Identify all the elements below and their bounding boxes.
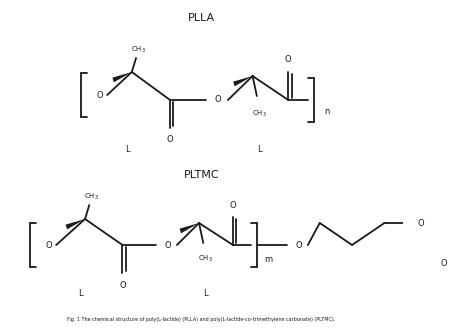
Text: O: O xyxy=(164,241,171,249)
Text: CH$_3$: CH$_3$ xyxy=(131,45,146,55)
Text: O: O xyxy=(230,201,237,210)
Polygon shape xyxy=(65,219,85,229)
Text: O: O xyxy=(45,241,52,249)
Text: O: O xyxy=(418,218,424,227)
Text: L: L xyxy=(79,288,83,298)
Text: n: n xyxy=(325,108,330,116)
Text: CH$_3$: CH$_3$ xyxy=(198,254,213,264)
Text: O: O xyxy=(295,241,302,249)
Text: O: O xyxy=(119,280,126,289)
Text: PLTMC: PLTMC xyxy=(184,170,219,180)
Text: PLLA: PLLA xyxy=(188,13,215,23)
Text: Fig. 1 The chemical structure of poly(L-lactide) (PLLA) and poly(L-lactide-co-tr: Fig. 1 The chemical structure of poly(L-… xyxy=(67,317,336,322)
Polygon shape xyxy=(112,72,132,82)
Text: O: O xyxy=(167,136,173,145)
Polygon shape xyxy=(180,223,199,233)
Text: O: O xyxy=(96,90,103,100)
Text: O: O xyxy=(214,95,221,105)
Text: CH$_3$: CH$_3$ xyxy=(252,109,267,119)
Text: L: L xyxy=(203,288,208,298)
Text: O: O xyxy=(285,55,292,64)
Text: L: L xyxy=(257,146,262,154)
Text: O: O xyxy=(441,258,447,268)
Polygon shape xyxy=(233,76,253,86)
Text: m: m xyxy=(264,254,273,263)
Text: L: L xyxy=(125,146,130,154)
Text: CH$_3$: CH$_3$ xyxy=(84,192,100,202)
